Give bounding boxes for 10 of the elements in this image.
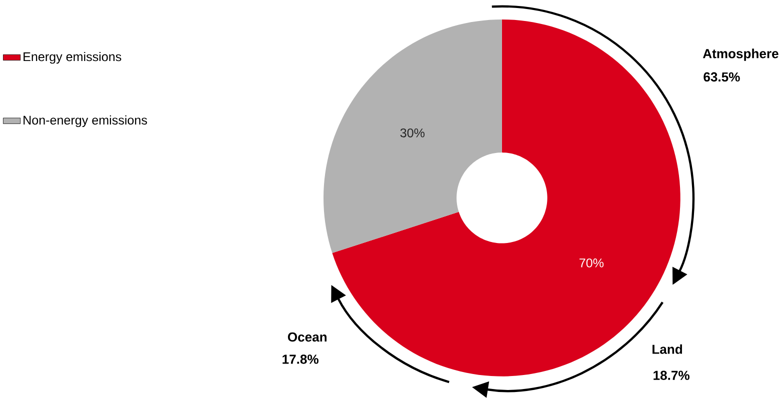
data-label: 30% [400,128,425,138]
text: Atmosphere [702,48,778,61]
text: 63.5% [704,72,740,82]
text: Land [652,344,682,354]
text: Ocean [288,332,327,342]
data-label: 70% [580,258,604,268]
legend-label: Non-energy emissions [24,115,147,128]
text: 17.8% [282,354,318,364]
text: 18.7% [654,370,690,380]
legend-label: Energy emissions [24,52,122,64]
